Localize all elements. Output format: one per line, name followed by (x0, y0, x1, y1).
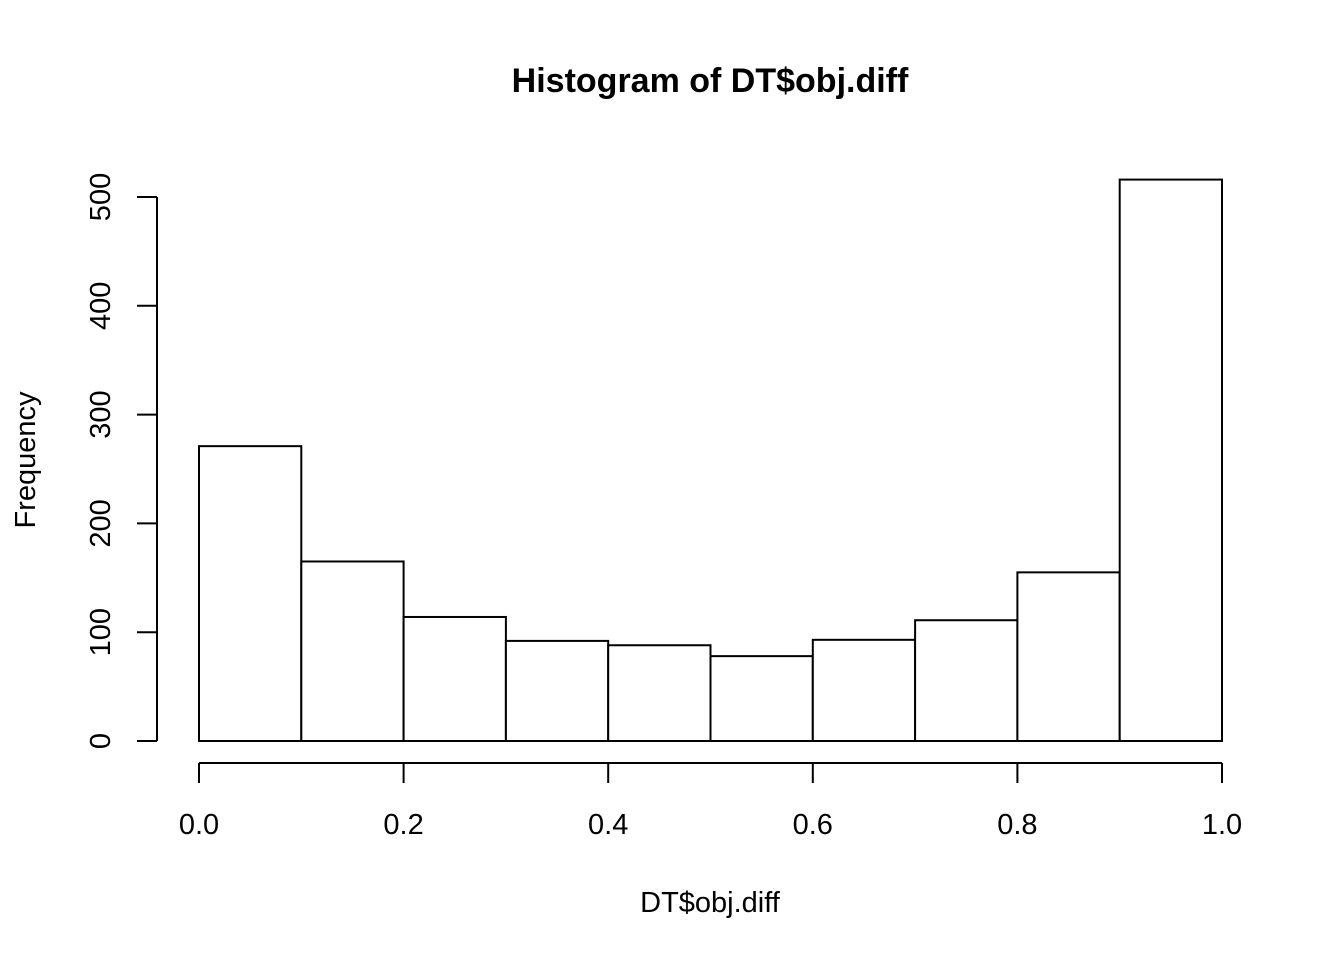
y-axis-label: Frequency (10, 391, 42, 529)
x-axis: 0.0 0.2 0.4 0.6 0.8 1.0 (179, 762, 1242, 841)
y-axis: 0 100 200 300 400 500 (85, 173, 158, 749)
y-tick-label-5: 400 (85, 282, 117, 330)
y-tick-label-6: 500 (85, 173, 117, 221)
x-tick-label-6: 1.0 (1202, 809, 1242, 841)
histogram-bar-6 (709, 655, 814, 742)
x-tick-label-5: 0.8 (997, 809, 1037, 841)
y-tick-label-2: 100 (85, 608, 117, 656)
histogram-bar-5 (607, 644, 712, 742)
x-tick-label-4: 0.6 (793, 809, 833, 841)
histogram-bar-10 (1118, 178, 1223, 743)
y-tick-label-1: 0 (85, 733, 117, 749)
x-tick-label-1: 0.0 (179, 809, 219, 841)
y-tick-label-3: 200 (85, 499, 117, 547)
histogram-bar-7 (811, 638, 917, 742)
x-tick-label-3: 0.4 (588, 809, 628, 841)
histogram-bar-1 (198, 445, 303, 742)
histogram-bar-8 (914, 619, 1019, 742)
x-tick-label-2: 0.2 (383, 809, 423, 841)
histogram-bars (198, 178, 1223, 743)
histogram-bar-2 (300, 560, 405, 742)
histogram-bar-4 (504, 639, 610, 742)
chart-title: Histogram of DT$obj.diff (512, 62, 909, 100)
histogram-bar-3 (402, 615, 507, 743)
histogram-bar-9 (1016, 571, 1121, 742)
x-axis-label: DT$obj.diff (640, 887, 781, 919)
y-tick-label-4: 300 (85, 390, 117, 438)
